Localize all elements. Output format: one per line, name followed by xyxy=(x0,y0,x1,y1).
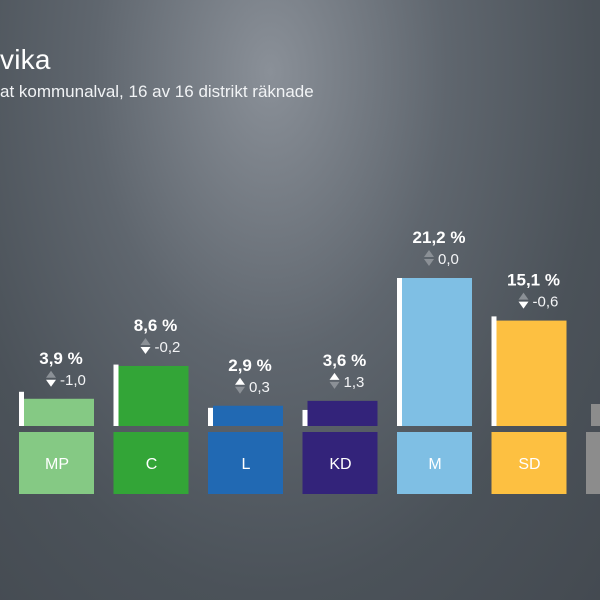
party-code-sd: SD xyxy=(518,456,540,473)
value-label-m: 21,2 % xyxy=(413,228,466,247)
party-box-l xyxy=(208,432,283,494)
change-label-mp: -1,0 xyxy=(60,372,86,389)
change-label-kd: 1,3 xyxy=(344,374,365,391)
previous-result-marker-c xyxy=(113,364,119,426)
bar-m xyxy=(402,278,472,426)
bar-other xyxy=(591,404,600,426)
bar-sd xyxy=(496,320,567,426)
up-arrow-icon xyxy=(329,372,340,380)
up-arrow-icon xyxy=(235,377,245,385)
previous-result-marker-sd xyxy=(491,316,497,426)
up-arrow-icon xyxy=(46,370,56,378)
change-label-l: 0,3 xyxy=(249,379,270,396)
down-arrow-icon xyxy=(46,379,56,387)
party-code-l: L xyxy=(242,456,251,473)
down-arrow-icon xyxy=(235,386,245,394)
party-code-c: C xyxy=(146,456,158,473)
up-arrow-icon xyxy=(140,337,151,345)
down-arrow-icon xyxy=(329,381,340,389)
page-title: vika xyxy=(0,44,51,75)
bar-kd xyxy=(307,400,378,426)
previous-result-marker-l xyxy=(208,407,213,426)
previous-result-marker-kd xyxy=(302,409,308,426)
party-box-other xyxy=(586,432,600,494)
party-box-m xyxy=(397,432,472,494)
party-box-kd xyxy=(302,432,378,494)
bar-l xyxy=(213,405,283,426)
party-box-c xyxy=(113,432,189,494)
party-code-kd: KD xyxy=(329,456,351,473)
party-code-mp: MP xyxy=(45,456,69,473)
previous-result-marker-mp xyxy=(19,391,24,426)
value-label-kd: 3,6 % xyxy=(323,351,366,370)
value-label-c: 8,6 % xyxy=(134,316,177,335)
down-arrow-icon xyxy=(518,301,529,309)
value-label-l: 2,9 % xyxy=(228,356,271,375)
down-arrow-icon xyxy=(424,259,434,266)
party-box-mp xyxy=(19,432,94,494)
previous-result-marker-m xyxy=(397,278,402,426)
change-label-sd: -0,6 xyxy=(533,294,559,311)
value-label-sd: 15,1 % xyxy=(507,271,560,290)
party-box-sd xyxy=(491,432,567,494)
bar-c xyxy=(118,365,189,426)
change-label-m: 0,0 xyxy=(438,251,459,268)
up-arrow-icon xyxy=(518,292,529,300)
down-arrow-icon xyxy=(140,346,151,354)
up-arrow-icon xyxy=(424,250,434,257)
change-label-c: -0,2 xyxy=(155,339,181,356)
party-code-m: M xyxy=(428,456,441,473)
page-subtitle: at kommunalval, 16 av 16 distrikt räknad… xyxy=(0,82,314,101)
value-label-mp: 3,9 % xyxy=(39,349,82,368)
bar-mp xyxy=(24,398,94,426)
